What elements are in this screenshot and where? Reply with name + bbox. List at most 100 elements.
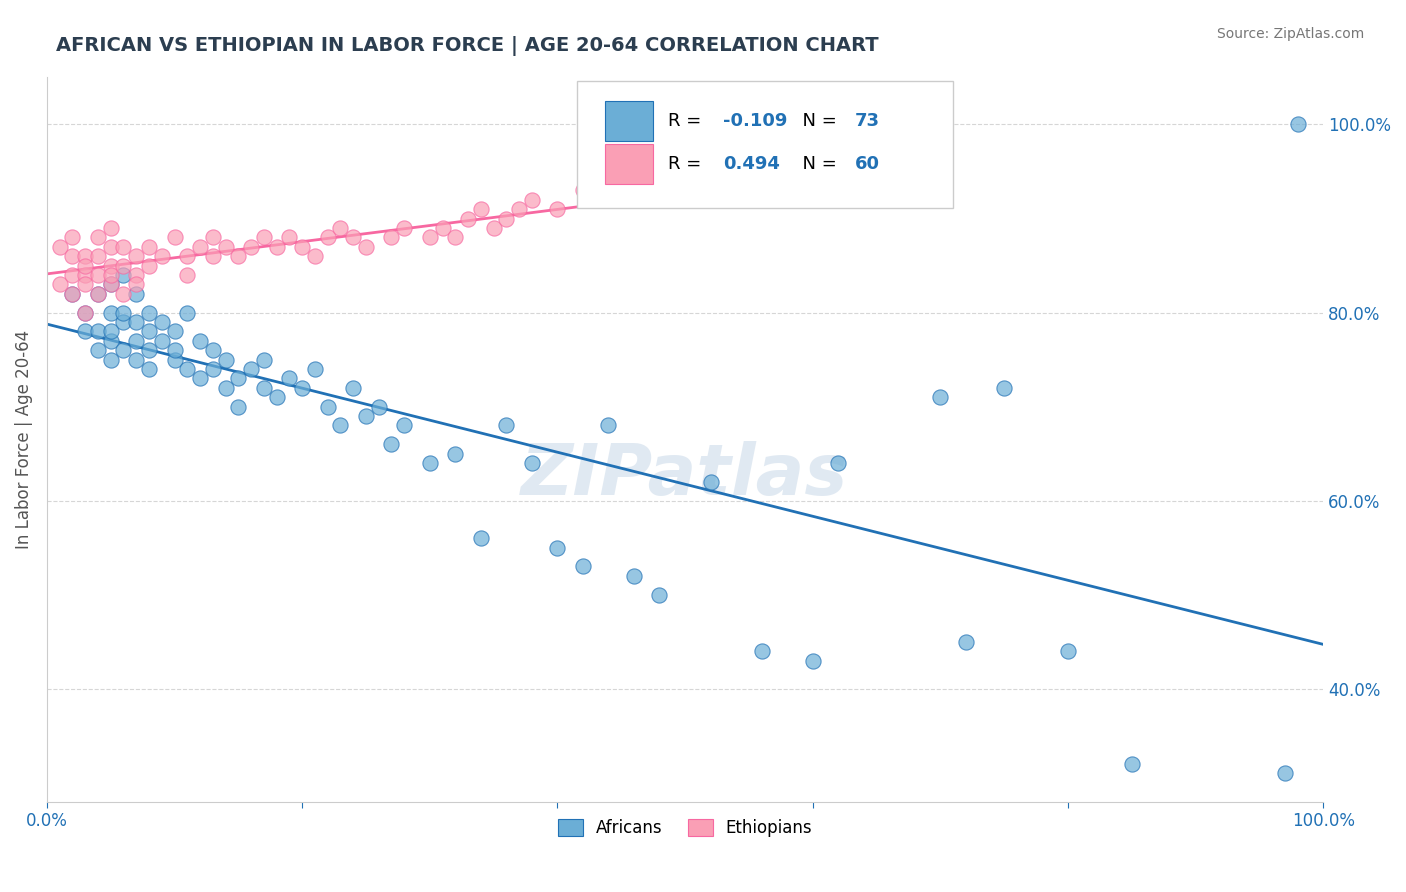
Point — [176, 362, 198, 376]
Point — [228, 371, 250, 385]
Point — [112, 259, 135, 273]
Point — [75, 305, 97, 319]
Point — [214, 240, 236, 254]
Point — [482, 221, 505, 235]
Point — [75, 324, 97, 338]
Point — [1057, 644, 1080, 658]
Point — [62, 286, 84, 301]
Point — [150, 334, 173, 348]
Point — [329, 221, 352, 235]
Point — [214, 352, 236, 367]
Point — [188, 240, 211, 254]
Point — [572, 183, 595, 197]
Point — [100, 221, 122, 235]
Point — [75, 249, 97, 263]
Point — [929, 390, 952, 404]
Point — [100, 268, 122, 282]
Point — [75, 305, 97, 319]
Point — [623, 569, 645, 583]
Point — [278, 371, 301, 385]
Point — [444, 230, 467, 244]
Point — [112, 268, 135, 282]
Point — [342, 230, 364, 244]
Point — [394, 418, 416, 433]
Point — [520, 456, 543, 470]
Point — [150, 315, 173, 329]
Point — [304, 362, 326, 376]
Text: AFRICAN VS ETHIOPIAN IN LABOR FORCE | AGE 20-64 CORRELATION CHART: AFRICAN VS ETHIOPIAN IN LABOR FORCE | AG… — [56, 36, 879, 55]
Point — [380, 437, 402, 451]
Point — [125, 277, 148, 292]
Point — [138, 324, 160, 338]
Point — [291, 381, 314, 395]
Point — [827, 456, 849, 470]
Point — [470, 531, 492, 545]
Point — [125, 286, 148, 301]
Point — [48, 240, 70, 254]
Point — [419, 456, 441, 470]
Point — [87, 230, 110, 244]
Point — [112, 286, 135, 301]
FancyBboxPatch shape — [605, 101, 654, 141]
Point — [112, 343, 135, 358]
Text: N =: N = — [792, 155, 842, 173]
Text: 73: 73 — [855, 112, 880, 130]
Point — [316, 400, 339, 414]
Point — [125, 334, 148, 348]
Point — [508, 202, 530, 216]
Text: 60: 60 — [855, 155, 880, 173]
Point — [367, 400, 389, 414]
Point — [112, 315, 135, 329]
Point — [75, 268, 97, 282]
Point — [87, 268, 110, 282]
Point — [801, 653, 824, 667]
Point — [62, 230, 84, 244]
Text: N =: N = — [792, 112, 842, 130]
Point — [188, 371, 211, 385]
Point — [955, 634, 977, 648]
Point — [316, 230, 339, 244]
Point — [751, 644, 773, 658]
Point — [394, 221, 416, 235]
Point — [87, 286, 110, 301]
Point — [380, 230, 402, 244]
Point — [253, 352, 276, 367]
Text: Source: ZipAtlas.com: Source: ZipAtlas.com — [1216, 27, 1364, 41]
Point — [100, 334, 122, 348]
Point — [342, 381, 364, 395]
Point — [75, 277, 97, 292]
Text: ZIPatlas: ZIPatlas — [522, 442, 849, 510]
Point — [138, 343, 160, 358]
Text: R =: R = — [668, 155, 707, 173]
Point — [354, 240, 377, 254]
Point — [176, 268, 198, 282]
Point — [125, 315, 148, 329]
Point — [138, 362, 160, 376]
Point — [87, 343, 110, 358]
Point — [112, 240, 135, 254]
Point — [266, 390, 288, 404]
Point — [214, 381, 236, 395]
Point — [699, 475, 721, 489]
Point — [100, 352, 122, 367]
Point — [1286, 118, 1309, 132]
Point — [253, 381, 276, 395]
Point — [993, 381, 1015, 395]
Point — [572, 559, 595, 574]
Point — [100, 305, 122, 319]
Point — [188, 334, 211, 348]
Point — [520, 193, 543, 207]
Point — [100, 277, 122, 292]
Text: R =: R = — [668, 112, 707, 130]
Point — [138, 305, 160, 319]
FancyBboxPatch shape — [605, 145, 654, 185]
Text: 0.494: 0.494 — [723, 155, 780, 173]
Point — [100, 324, 122, 338]
Point — [201, 249, 224, 263]
Point — [163, 324, 186, 338]
Point — [176, 305, 198, 319]
Point — [240, 362, 263, 376]
Point — [163, 230, 186, 244]
Point — [201, 343, 224, 358]
Point — [100, 240, 122, 254]
